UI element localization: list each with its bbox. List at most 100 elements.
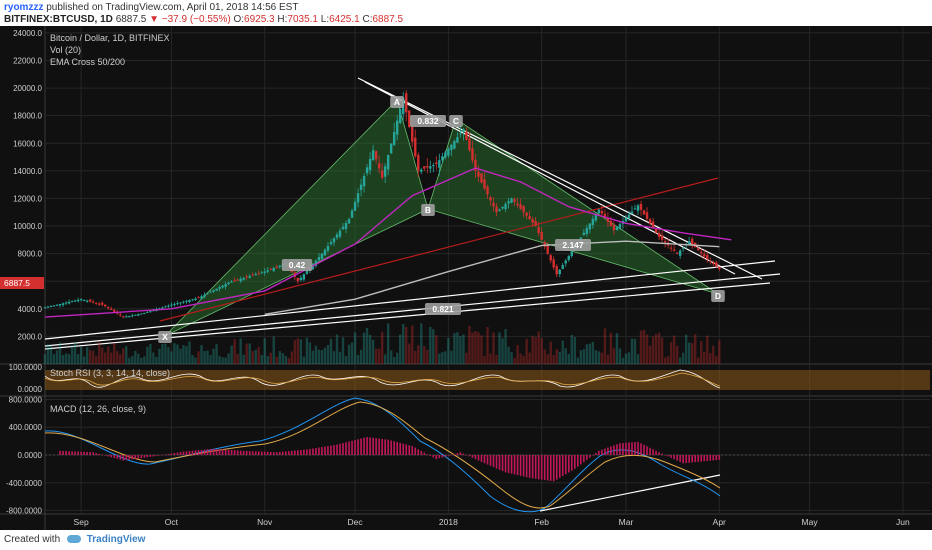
- volume-bar: [558, 351, 561, 364]
- harmonic-pattern-bcd: [427, 118, 719, 295]
- volume-bar: [432, 329, 435, 364]
- author-name[interactable]: ryomzzz: [4, 2, 44, 13]
- volume-bar: [660, 337, 664, 364]
- macd-histogram-bar: [504, 455, 507, 473]
- volume-bar: [645, 334, 649, 364]
- macd-histogram-bar: [321, 447, 323, 455]
- price-candles: [43, 89, 721, 319]
- volume-bar: [672, 335, 676, 364]
- volume-bar: [341, 337, 345, 364]
- ema50-line: [44, 167, 732, 318]
- pattern-label-box: [158, 331, 172, 343]
- macd-histogram-bar: [209, 449, 212, 455]
- macd-histogram-bar: [297, 450, 299, 455]
- volume-bar: [417, 345, 420, 364]
- candle-body: [91, 301, 95, 303]
- tradingview-brand-link[interactable]: TradingView: [86, 534, 146, 545]
- macd-histogram-bar: [558, 455, 561, 478]
- stoch-rsi-line: [44, 369, 721, 389]
- macd-histogram-bar: [339, 443, 341, 455]
- chart-area[interactable]: 2000.04000.06000.08000.010000.012000.014…: [0, 26, 932, 530]
- volume-bar: [242, 354, 245, 364]
- candle-body: [528, 216, 531, 220]
- candle-body: [687, 241, 691, 245]
- macd-histogram-bar: [528, 455, 531, 478]
- volume-bar: [52, 354, 56, 364]
- macd-histogram-bar: [119, 455, 122, 460]
- macd-histogram-bar: [519, 455, 522, 476]
- time-tick-label: Nov: [257, 517, 273, 527]
- candle-body: [70, 301, 74, 303]
- macd-histogram-bar: [540, 455, 543, 480]
- volume-bar: [251, 351, 254, 364]
- macd-histogram-bar: [239, 450, 242, 455]
- macd-histogram-bar: [438, 455, 441, 459]
- volume-bar: [188, 341, 191, 364]
- macd-histogram-bar: [381, 438, 383, 455]
- candle-body: [305, 270, 309, 274]
- candle-body: [113, 309, 116, 312]
- macd-histogram-bar: [107, 455, 110, 457]
- volume-bar: [453, 333, 456, 364]
- macd-histogram-bar: [453, 453, 456, 455]
- volume-bar: [359, 349, 363, 364]
- macd-histogram-bar: [435, 455, 438, 460]
- candle-body: [423, 166, 426, 169]
- volume-bar: [465, 352, 468, 364]
- volume-bar: [356, 355, 360, 364]
- macd-histogram-bar: [318, 447, 320, 455]
- macd-histogram-bar: [309, 448, 311, 455]
- candle-body: [645, 212, 649, 219]
- macd-histogram-bar: [342, 443, 344, 455]
- macd-histogram-bar: [546, 455, 549, 481]
- macd-histogram-bar: [423, 452, 426, 455]
- candle-body: [329, 242, 333, 245]
- volume-bar: [233, 339, 236, 364]
- macd-histogram-bar: [92, 452, 94, 455]
- macd-histogram-bar: [610, 446, 612, 455]
- created-with-text: Created with: [4, 534, 61, 545]
- volume-bar: [281, 353, 285, 364]
- price-tick-label: 16000.0: [13, 139, 42, 148]
- candle-body: [152, 310, 155, 312]
- candle-body: [182, 301, 185, 303]
- volume-bar: [73, 342, 77, 364]
- volume-bar: [540, 338, 543, 364]
- candle-body: [374, 151, 378, 160]
- macd-histogram-bar: [459, 452, 462, 455]
- candle-body: [125, 316, 128, 318]
- ema-lines: [44, 167, 732, 318]
- macd-histogram-bar: [516, 455, 519, 476]
- volume-bar: [182, 345, 185, 364]
- volume-bar: [344, 356, 348, 364]
- candle-body: [444, 152, 447, 158]
- candle-body: [474, 159, 477, 171]
- volume-bar: [516, 345, 519, 364]
- volume-bar: [579, 350, 583, 364]
- volume-bar: [525, 338, 528, 364]
- volume-bar: [49, 345, 53, 364]
- macd-histogram-bar: [634, 442, 636, 455]
- macd-histogram-bar: [417, 449, 420, 455]
- down-arrow-icon: ▼: [149, 14, 159, 25]
- chart-svg[interactable]: 2000.04000.06000.08000.010000.012000.014…: [0, 26, 932, 530]
- candle-body: [347, 219, 351, 224]
- volume-bar: [700, 341, 703, 364]
- candle-body: [417, 154, 420, 171]
- volume-bar: [176, 344, 179, 364]
- candle-body: [94, 302, 98, 304]
- volume-bar: [597, 351, 601, 364]
- volume-bar: [326, 344, 330, 364]
- macd-histogram-bar: [59, 450, 61, 455]
- candle-body: [245, 276, 248, 278]
- volume-bar: [266, 356, 269, 364]
- volume-bar: [203, 351, 206, 364]
- volume-bar: [697, 357, 700, 364]
- candle-body: [64, 302, 68, 304]
- macd-histogram-bar: [62, 450, 64, 455]
- candle-body: [447, 148, 450, 156]
- pattern-label-box: [711, 290, 725, 302]
- macd-histogram-bar: [95, 453, 97, 455]
- published-text: published on TradingView.com, April 01, …: [46, 2, 299, 13]
- candle-body: [275, 266, 278, 268]
